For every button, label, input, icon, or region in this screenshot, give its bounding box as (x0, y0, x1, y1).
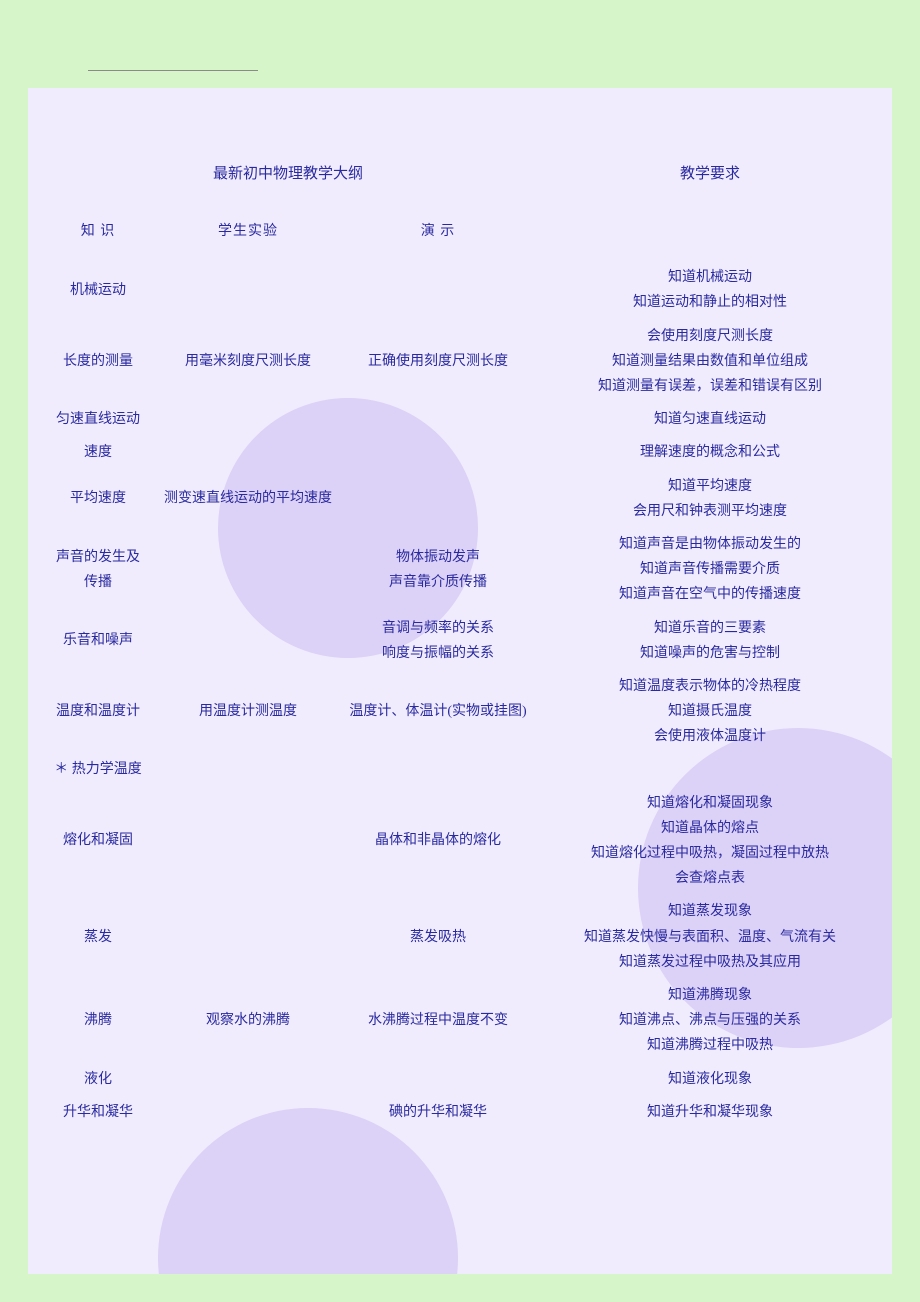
cell-demo (338, 261, 538, 319)
cell-demo: 蒸发吸热 (338, 895, 538, 979)
col-experiment: 学生实验 (158, 216, 338, 262)
cell-experiment (158, 436, 338, 469)
cell-experiment (158, 1063, 338, 1096)
cell-requirement: 知道乐音的三要素知道噪声的危害与控制 (538, 612, 882, 670)
cell-knowledge: 熔化和凝固 (38, 787, 158, 896)
col-demo: 演 示 (338, 216, 538, 262)
req-header: 教学要求 (538, 158, 882, 216)
cell-requirement: 知道熔化和凝固现象知道晶体的熔点知道熔化过程中吸热，凝固过程中放热会查熔点表 (538, 787, 882, 896)
cell-demo: 物体振动发声声音靠介质传播 (338, 528, 538, 612)
cell-knowledge: 蒸发 (38, 895, 158, 979)
page-title: 最新初中物理教学大纲 (38, 158, 538, 216)
cell-knowledge: 长度的测量 (38, 320, 158, 404)
cell-requirement: 知道升华和凝华现象 (538, 1096, 882, 1129)
cell-knowledge: 乐音和噪声 (38, 612, 158, 670)
table-row: 沸腾观察水的沸腾水沸腾过程中温度不变知道沸腾现象知道沸点、沸点与压强的关系知道沸… (38, 979, 882, 1063)
cell-knowledge: 速度 (38, 436, 158, 469)
cell-demo: 碘的升华和凝华 (338, 1096, 538, 1129)
cell-requirement: 知道沸腾现象知道沸点、沸点与压强的关系知道沸腾过程中吸热 (538, 979, 882, 1063)
cell-requirement: 知道机械运动知道运动和静止的相对性 (538, 261, 882, 319)
cell-requirement: 知道声音是由物体振动发生的知道声音传播需要介质知道声音在空气中的传播速度 (538, 528, 882, 612)
cell-requirement: 知道温度表示物体的冷热程度知道摄氏温度会使用液体温度计 (538, 670, 882, 754)
cell-requirement: 理解速度的概念和公式 (538, 436, 882, 469)
cell-knowledge: 温度和温度计 (38, 670, 158, 754)
cell-experiment: 用毫米刻度尺测长度 (158, 320, 338, 404)
cell-knowledge: 平均速度 (38, 470, 158, 528)
cell-requirement: 知道平均速度会用尺和钟表测平均速度 (538, 470, 882, 528)
cell-knowledge: 机械运动 (38, 261, 158, 319)
table-row: ＊ 热力学温度 (38, 753, 882, 786)
cell-experiment: 测变速直线运动的平均速度 (158, 470, 338, 528)
cell-demo: 晶体和非晶体的熔化 (338, 787, 538, 896)
cell-requirement: 知道液化现象 (538, 1063, 882, 1096)
table-row: 乐音和噪声 音调与频率的关系响度与振幅的关系知道乐音的三要素知道噪声的危害与控制 (38, 612, 882, 670)
cell-experiment (158, 612, 338, 670)
table-row: 液化 知道液化现象 (38, 1063, 882, 1096)
decorative-underline (88, 70, 258, 71)
content-area: 最新初中物理教学大纲教学要求知 识学生实验演 示机械运动知道机械运动知道运动和静… (28, 88, 892, 1129)
cell-experiment: 用温度计测温度 (158, 670, 338, 754)
cell-requirement (538, 753, 882, 786)
cell-demo (338, 436, 538, 469)
table-row: 平均速度测变速直线运动的平均速度 知道平均速度会用尺和钟表测平均速度 (38, 470, 882, 528)
table-row: 机械运动 知道机械运动知道运动和静止的相对性 (38, 261, 882, 319)
cell-knowledge: 液化 (38, 1063, 158, 1096)
cell-demo (338, 403, 538, 436)
cell-experiment (158, 261, 338, 319)
table-row: 温度和温度计用温度计测温度温度计、体温计(实物或挂图)知道温度表示物体的冷热程度… (38, 670, 882, 754)
cell-experiment (158, 403, 338, 436)
cell-demo: 水沸腾过程中温度不变 (338, 979, 538, 1063)
table-row: 速度 理解速度的概念和公式 (38, 436, 882, 469)
cell-knowledge: 匀速直线运动 (38, 403, 158, 436)
cell-experiment (158, 528, 338, 612)
cell-knowledge: 升华和凝华 (38, 1096, 158, 1129)
cell-experiment (158, 895, 338, 979)
cell-experiment: 观察水的沸腾 (158, 979, 338, 1063)
cell-experiment (158, 1096, 338, 1129)
table-row: 蒸发 蒸发吸热知道蒸发现象知道蒸发快慢与表面积、温度、气流有关知道蒸发过程中吸热及… (38, 895, 882, 979)
bg-circle-3 (158, 1108, 458, 1274)
col-knowledge: 知 识 (38, 216, 158, 262)
title-row: 最新初中物理教学大纲教学要求 (38, 158, 882, 216)
cell-demo: 温度计、体温计(实物或挂图) (338, 670, 538, 754)
cell-demo: 正确使用刻度尺测长度 (338, 320, 538, 404)
cell-demo (338, 753, 538, 786)
cell-demo (338, 1063, 538, 1096)
table-row: 熔化和凝固 晶体和非晶体的熔化知道熔化和凝固现象知道晶体的熔点知道熔化过程中吸热，… (38, 787, 882, 896)
cell-knowledge: ＊ 热力学温度 (38, 753, 158, 786)
table-row: 升华和凝华 碘的升华和凝华知道升华和凝华现象 (38, 1096, 882, 1129)
table-row: 匀速直线运动 知道匀速直线运动 (38, 403, 882, 436)
column-header-row: 知 识学生实验演 示 (38, 216, 882, 262)
col-req-empty (538, 216, 882, 262)
cell-requirement: 知道匀速直线运动 (538, 403, 882, 436)
cell-demo: 音调与频率的关系响度与振幅的关系 (338, 612, 538, 670)
cell-experiment (158, 787, 338, 896)
cell-demo (338, 470, 538, 528)
cell-knowledge: 沸腾 (38, 979, 158, 1063)
document-page: 最新初中物理教学大纲教学要求知 识学生实验演 示机械运动知道机械运动知道运动和静… (28, 88, 892, 1274)
cell-knowledge: 声音的发生及传播 (38, 528, 158, 612)
table-row: 声音的发生及传播 物体振动发声声音靠介质传播知道声音是由物体振动发生的知道声音传播… (38, 528, 882, 612)
cell-requirement: 知道蒸发现象知道蒸发快慢与表面积、温度、气流有关知道蒸发过程中吸热及其应用 (538, 895, 882, 979)
cell-experiment (158, 753, 338, 786)
table-row: 长度的测量用毫米刻度尺测长度正确使用刻度尺测长度会使用刻度尺测长度知道测量结果由… (38, 320, 882, 404)
syllabus-table: 最新初中物理教学大纲教学要求知 识学生实验演 示机械运动知道机械运动知道运动和静… (38, 158, 882, 1129)
cell-requirement: 会使用刻度尺测长度知道测量结果由数值和单位组成知道测量有误差，误差和错误有区别 (538, 320, 882, 404)
